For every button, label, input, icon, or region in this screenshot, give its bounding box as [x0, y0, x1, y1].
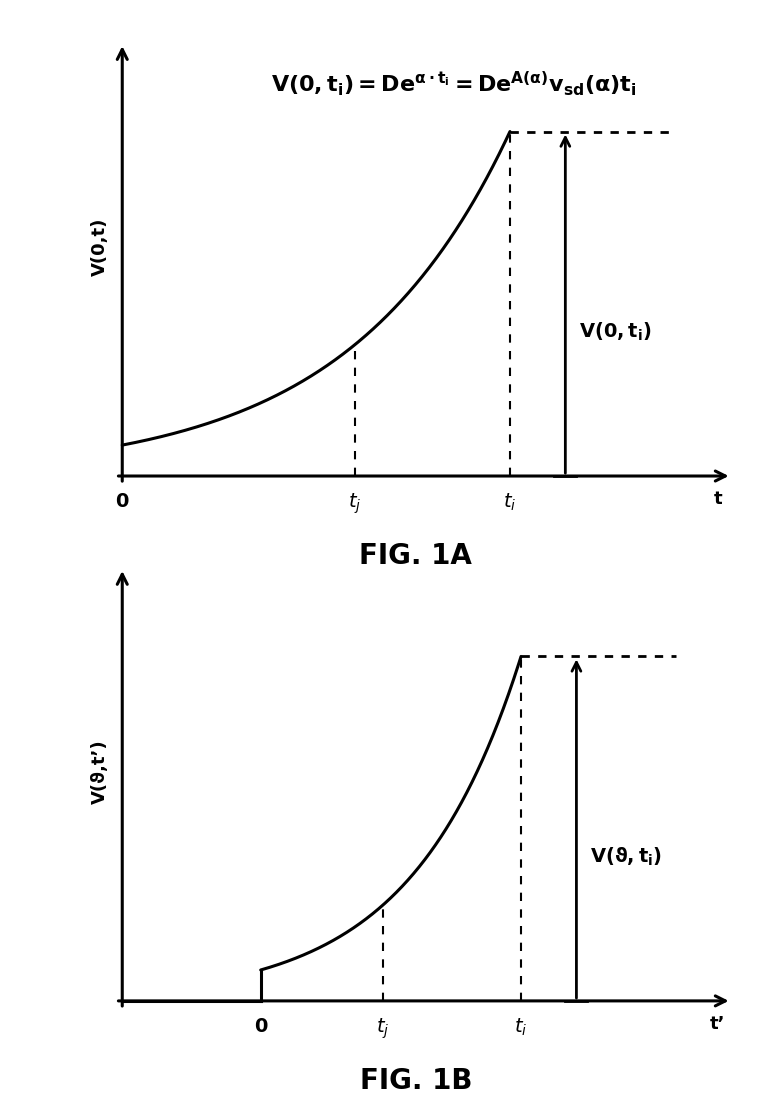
Text: t: t: [713, 490, 722, 507]
Text: V(0,t): V(0,t): [90, 218, 109, 275]
Text: $t_j$: $t_j$: [348, 492, 362, 516]
Text: t’: t’: [710, 1014, 725, 1032]
Text: $t_j$: $t_j$: [376, 1016, 390, 1041]
Text: $\mathbf{V(\vartheta,t_i)}$: $\mathbf{V(\vartheta,t_i)}$: [591, 845, 662, 868]
Text: $\mathbf{V(0,t_i)}$: $\mathbf{V(0,t_i)}$: [579, 320, 652, 343]
Text: $\mathbf{V(0,t_i)=De^{\alpha\cdot t_i}=De^{A(\alpha)}v_{sd}(\alpha)t_i}$: $\mathbf{V(0,t_i)=De^{\alpha\cdot t_i}=D…: [271, 69, 637, 97]
Text: 0: 0: [116, 492, 129, 510]
Text: FIG. 1B: FIG. 1B: [360, 1067, 472, 1093]
Text: $t_i$: $t_i$: [514, 1016, 527, 1037]
Text: FIG. 1A: FIG. 1A: [360, 542, 472, 569]
Text: V(ϑ,t’): V(ϑ,t’): [90, 739, 109, 803]
Text: $t_i$: $t_i$: [504, 492, 517, 513]
Text: 0: 0: [254, 1016, 267, 1035]
